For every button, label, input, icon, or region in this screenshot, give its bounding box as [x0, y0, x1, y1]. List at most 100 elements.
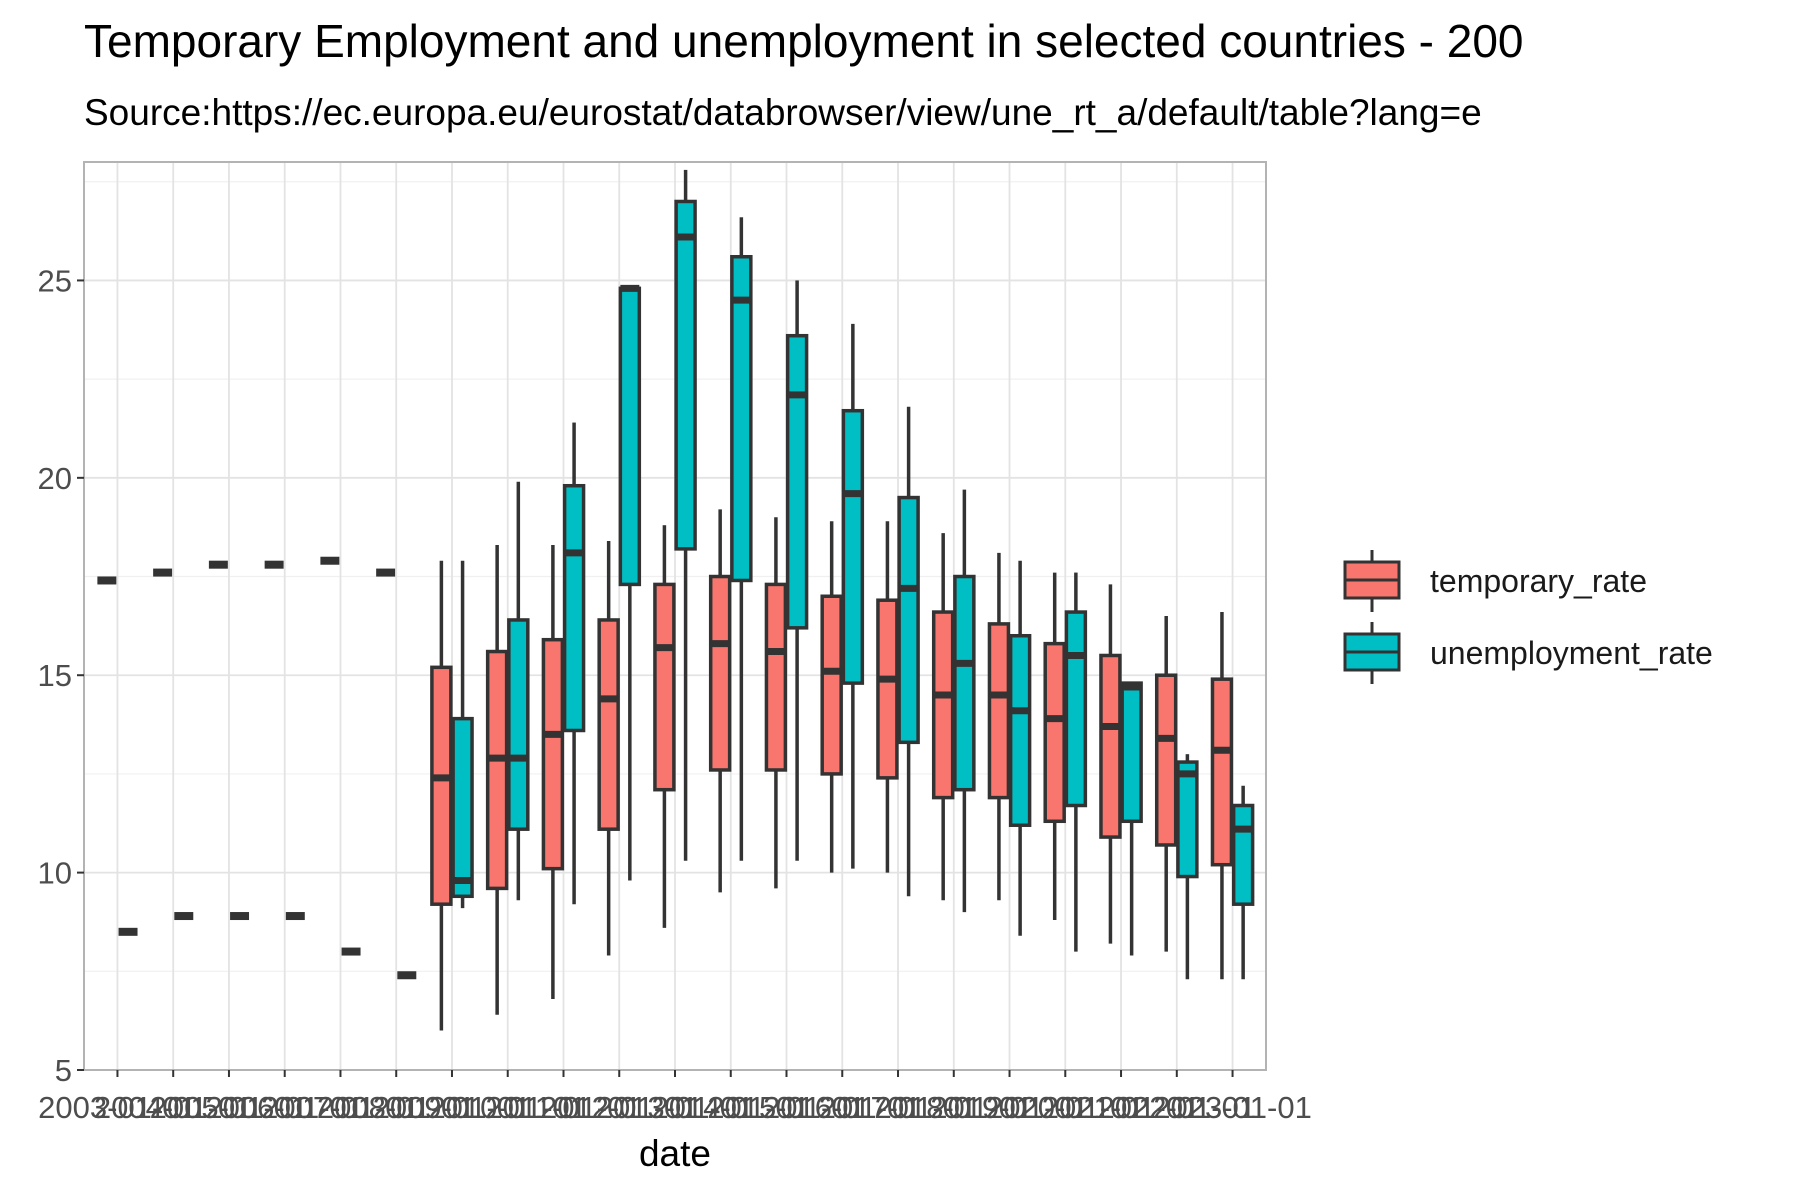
box-unemployment_rate-2016-01-01 — [841, 323, 865, 869]
iqr-box — [1043, 641, 1066, 824]
iqr-box — [618, 286, 642, 587]
box-unemployment_rate-2017-01-01 — [897, 406, 920, 897]
x-tick-label: 2005-01-01 — [150, 1090, 309, 1125]
legend-label-unemployment-rate: unemployment_rate — [1430, 635, 1713, 671]
iqr-box — [1154, 673, 1178, 847]
box-temporary_rate-2013-01-01 — [653, 525, 676, 928]
x-tick-label: 2009-01-01 — [373, 1090, 532, 1125]
iqr-box — [1176, 760, 1199, 879]
box-temporary_rate-2021-01-01 — [1099, 584, 1122, 944]
box-unemployment_rate-2004-01-01 — [174, 912, 194, 921]
box-unemployment_rate-2019-01-01 — [1008, 560, 1032, 936]
x-tick-label: 2019-01-01 — [930, 1090, 1089, 1125]
iqr-box — [485, 649, 509, 891]
iqr-box — [541, 637, 565, 871]
box-unemployment_rate-2009-01-01 — [451, 560, 474, 909]
median-marker — [341, 947, 361, 956]
box-temporary_rate-2023-01-01 — [1210, 612, 1234, 980]
box-unemployment_rate-2014-01-01 — [730, 217, 753, 861]
iqr-box — [764, 582, 788, 772]
iqr-box — [897, 495, 920, 745]
x-tick-label: 2014-01-01 — [651, 1090, 810, 1125]
box-temporary_rate-2019-01-01 — [987, 552, 1011, 901]
box-unemployment_rate-2020-01-01 — [1064, 572, 1088, 952]
y-tick-label: 10 — [38, 856, 72, 891]
iqr-box — [1064, 610, 1088, 808]
box-unemployment_rate-2011-01-01 — [562, 422, 586, 905]
y-tick-label: 15 — [38, 658, 72, 693]
iqr-box — [785, 333, 809, 630]
median-marker — [264, 560, 284, 569]
median-marker — [174, 912, 194, 921]
median-marker — [118, 927, 138, 936]
x-tick-label: 2010-01-01 — [428, 1090, 587, 1125]
box-unemployment_rate-2023-01-01 — [1231, 785, 1255, 980]
box-temporary_rate-2008-01-01 — [376, 568, 396, 577]
box-temporary_rate-2006-01-01 — [264, 560, 284, 569]
iqr-box — [562, 483, 586, 733]
x-axis-title: date — [639, 1133, 711, 1174]
box-temporary_rate-2007-01-01 — [320, 556, 340, 565]
iqr-box — [1210, 677, 1234, 867]
iqr-box — [1008, 633, 1032, 827]
median-marker — [320, 556, 340, 565]
box-temporary_rate-2018-01-01 — [931, 533, 955, 901]
box-unemployment_rate-2003-01-01 — [118, 927, 138, 936]
iqr-box — [708, 574, 732, 772]
box-temporary_rate-2012-01-01 — [597, 540, 620, 956]
iqr-box — [1120, 681, 1143, 824]
x-tick-label: 2021-01-01 — [1042, 1090, 1201, 1125]
iqr-box — [953, 574, 976, 792]
box-temporary_rate-2009-01-01 — [430, 560, 453, 1031]
box-unemployment_rate-2008-01-01 — [397, 971, 417, 980]
x-tick-label: 2018-01-01 — [874, 1090, 1033, 1125]
box-unemployment_rate-2010-01-01 — [507, 481, 530, 901]
x-tick-label: 2015-01-01 — [707, 1090, 866, 1125]
iqr-box — [507, 618, 530, 831]
box-temporary_rate-2003-01-01 — [97, 576, 117, 585]
iqr-box — [987, 622, 1011, 800]
x-tick-label: 2004-01-01 — [94, 1090, 253, 1125]
box-temporary_rate-2015-01-01 — [764, 517, 788, 889]
x-tick-label: 2011-01-01 — [485, 1090, 641, 1125]
iqr-box — [730, 254, 753, 583]
box-temporary_rate-2016-01-01 — [820, 521, 843, 873]
box-unemployment_rate-2013-01-01 — [674, 169, 697, 861]
median-marker — [376, 568, 396, 577]
box-unemployment_rate-2012-01-01 — [618, 284, 642, 881]
iqr-box — [820, 594, 843, 776]
iqr-box — [1231, 803, 1255, 906]
iqr-box — [597, 618, 620, 831]
iqr-box — [931, 610, 955, 800]
box-unemployment_rate-2006-01-01 — [285, 912, 305, 921]
legend: temporary_rate unemployment_rate — [1343, 550, 1713, 684]
median-marker — [230, 912, 250, 921]
iqr-box — [841, 408, 865, 685]
box-unemployment_rate-2018-01-01 — [953, 489, 976, 913]
box-unemployment_rate-2021-01-01 — [1120, 681, 1143, 956]
legend-item-unemployment-rate: unemployment_rate — [1343, 622, 1713, 684]
x-tick-label: 2020-01-01 — [986, 1090, 1145, 1125]
x-tick-label: 2022-01-01 — [1098, 1090, 1257, 1125]
median-marker — [285, 912, 305, 921]
legend-label-temporary-rate: temporary_rate — [1430, 563, 1647, 599]
iqr-box — [451, 716, 474, 899]
x-tick-label: 2003-01-01 — [38, 1090, 197, 1125]
box-temporary_rate-2020-01-01 — [1043, 572, 1066, 920]
y-tick-label: 25 — [38, 263, 72, 298]
box-unemployment_rate-2005-01-01 — [230, 912, 250, 921]
box-temporary_rate-2022-01-01 — [1154, 616, 1178, 952]
median-marker — [397, 971, 417, 980]
iqr-box — [653, 582, 676, 792]
box-temporary_rate-2005-01-01 — [208, 560, 228, 569]
iqr-box — [876, 598, 899, 780]
box-unemployment_rate-2022-01-01 — [1176, 754, 1199, 980]
box-temporary_rate-2011-01-01 — [541, 544, 565, 999]
y-tick-label: 20 — [38, 461, 72, 496]
box-temporary_rate-2004-01-01 — [153, 568, 173, 577]
box-unemployment_rate-2007-01-01 — [341, 947, 361, 956]
box-series — [97, 169, 1255, 1031]
median-marker — [153, 568, 173, 577]
x-tick-label: 2023-01-01 — [1153, 1090, 1312, 1125]
